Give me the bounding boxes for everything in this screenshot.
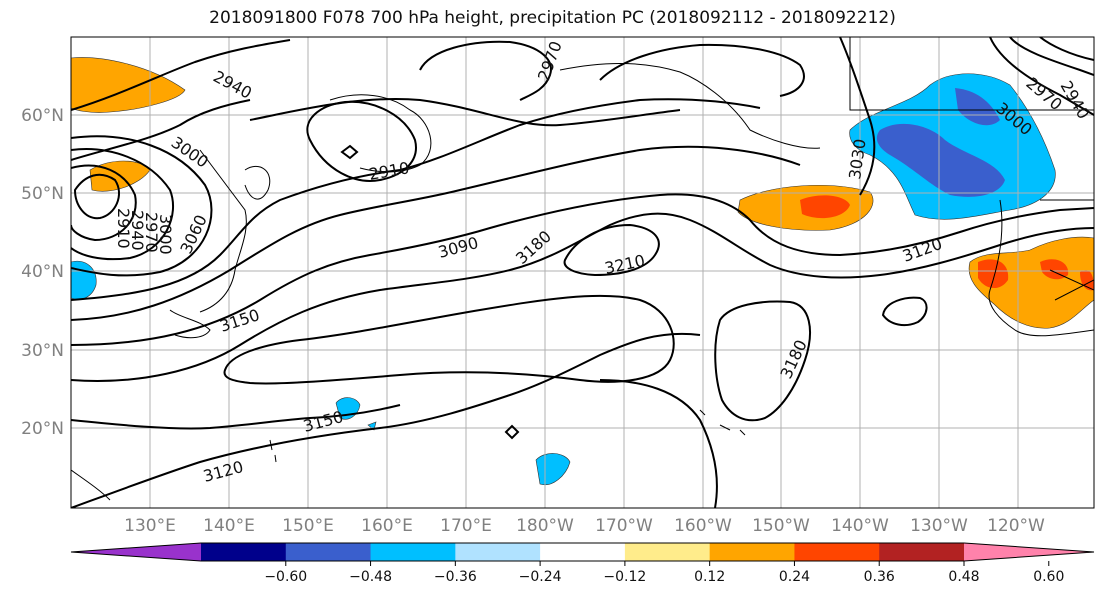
lon-label: 170°W (595, 516, 653, 536)
lon-label: 160°E (361, 516, 413, 536)
latitude-labels: 60°N 50°N 40°N 30°N 20°N (21, 106, 64, 439)
colorbar-segment (455, 543, 541, 561)
colorbar-segment (794, 543, 880, 561)
colorbar-tick-label: −0.12 (603, 569, 646, 585)
colorbar-segment (879, 543, 965, 561)
precip-area-strong-positive (1040, 259, 1069, 280)
colorbar-segment (201, 543, 287, 561)
colorbar-segment (370, 543, 456, 561)
colorbar-segment (540, 543, 626, 561)
lat-label: 40°N (21, 262, 64, 282)
precip-shading (71, 57, 1094, 486)
precip-area-strong-negative (955, 88, 1000, 126)
colorbar-outline (70, 542, 1095, 562)
lon-label: 160°W (674, 516, 732, 536)
colorbar-tick-label: −0.48 (349, 569, 392, 585)
colorbar-tick-label: 0.12 (694, 569, 725, 585)
colorbar-tick-label: −0.36 (434, 569, 477, 585)
colorbar-extend-high (964, 543, 1094, 561)
colorbar-tick-label: 0.48 (948, 569, 979, 585)
contour-closed-low (340, 144, 359, 160)
colorbar-tick-label: −0.60 (264, 569, 307, 585)
precip-area-positive (71, 57, 186, 113)
lon-label: 140°E (203, 516, 255, 536)
lon-label: 150°W (752, 516, 810, 536)
lon-label: 140°W (831, 516, 889, 536)
colorbar-segment (624, 543, 711, 561)
precip-area-positive (968, 236, 1094, 329)
lat-label: 60°N (21, 106, 64, 126)
map-title: 2018091800 F078 700 hPa height, precipit… (209, 8, 896, 28)
height-contours (71, 37, 1094, 508)
contour-label: 2940 (128, 210, 147, 251)
lon-label: 120°W (987, 516, 1045, 536)
colorbar: −0.60 −0.48 −0.36 −0.24 −0.12 0.12 0.24 0.36 0.4… (70, 542, 1095, 585)
contour-label: 2910 (114, 208, 133, 249)
colorbar-tick-label: −0.24 (519, 569, 562, 585)
lon-label: 150°E (282, 516, 334, 536)
lat-label: 50°N (21, 184, 64, 204)
colorbar-extend-low (71, 543, 201, 561)
map-frame (70, 36, 1095, 509)
gridlines (71, 37, 1094, 508)
colorbar-tick-label: 0.36 (864, 569, 895, 585)
precip-area-strong-positive (978, 259, 1009, 289)
contour-label: 3000 (156, 214, 175, 255)
lon-label: 180°W (516, 516, 574, 536)
lat-label: 20°N (21, 419, 64, 439)
precip-area-strong-negative (876, 123, 1005, 197)
lon-label: 130°W (910, 516, 968, 536)
lon-label: 170°E (440, 516, 492, 536)
longitude-labels: 130°E 140°E 150°E 160°E 170°E 180°W 170°… (124, 516, 1045, 536)
colorbar-tick-label: 0.24 (779, 569, 810, 585)
contour-label: 2970 (142, 212, 161, 253)
contour-closed-small (504, 424, 520, 440)
colorbar-segment (709, 543, 795, 561)
lon-label: 130°E (124, 516, 176, 536)
lat-label: 30°N (21, 341, 64, 361)
colorbar-tick-label: 0.60 (1033, 569, 1064, 585)
precip-area-strong-positive (800, 195, 850, 219)
colorbar-segment (285, 543, 372, 561)
